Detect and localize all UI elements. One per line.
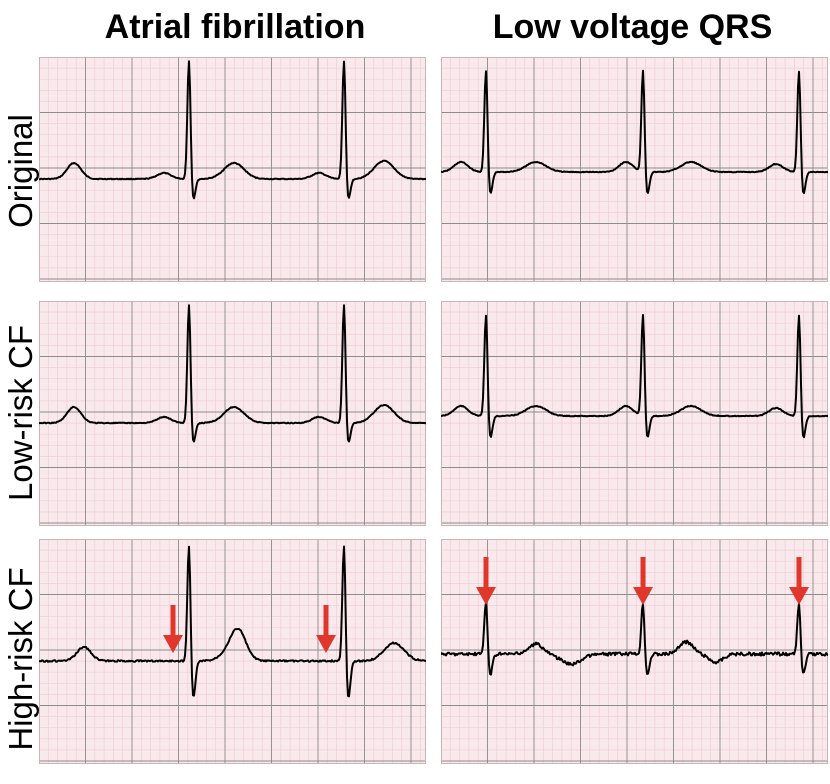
major-gridlines: [441, 539, 828, 764]
ecg-grid: [441, 539, 828, 764]
grid-background: [441, 539, 828, 764]
ecg-grid: [441, 301, 828, 526]
ecg-grid: [39, 539, 426, 764]
ecg-trace: [441, 314, 828, 439]
column-title-low-voltage-qrs: Low voltage QRS: [492, 8, 773, 46]
ecg-panel-r3-c1: [39, 539, 426, 764]
panel-border: [39, 301, 426, 526]
ecg-trace: [39, 304, 426, 443]
ecg-panel-r2-c2: [441, 301, 828, 526]
ecg-panel-r1-c2: [441, 57, 828, 282]
red-arrow-icon: [163, 605, 183, 653]
ecg-trace: [39, 60, 426, 200]
ecg-grid: [39, 57, 426, 282]
major-gridlines: [39, 57, 426, 282]
ecg-trace: [441, 601, 828, 676]
red-arrow-icon: [316, 605, 336, 653]
grid-background: [441, 301, 828, 526]
ecg-panel-r3-c2: [441, 539, 828, 764]
grid-background: [39, 539, 426, 764]
column-title-atrial-fibrillation: Atrial fibrillation: [104, 8, 366, 46]
panel-border: [39, 57, 426, 282]
ecg-panel-r1-c1: [39, 57, 426, 282]
ecg-panel-r2-c1: [39, 301, 426, 526]
grid-background: [39, 57, 426, 282]
red-arrow-icon: [633, 557, 653, 605]
ecg-trace: [39, 545, 426, 698]
major-gridlines: [39, 539, 426, 764]
grid-background: [441, 57, 828, 282]
row-label-original: Original: [2, 114, 39, 228]
row-label-low-risk-cf: Low-risk CF: [2, 325, 39, 502]
ecg-grid: [441, 57, 828, 282]
red-arrow-icon: [476, 557, 496, 605]
ecg-grid: [39, 301, 426, 526]
major-gridlines: [39, 301, 426, 526]
grid-background: [39, 301, 426, 526]
panel-border: [39, 539, 426, 764]
panel-border: [441, 301, 828, 526]
panel-border: [441, 539, 828, 764]
row-label-high-risk-cf: High-risk CF: [2, 567, 39, 751]
red-arrow-icon: [789, 557, 809, 605]
ecg-trace: [441, 69, 828, 195]
panel-border: [441, 57, 828, 282]
major-gridlines: [441, 301, 828, 526]
